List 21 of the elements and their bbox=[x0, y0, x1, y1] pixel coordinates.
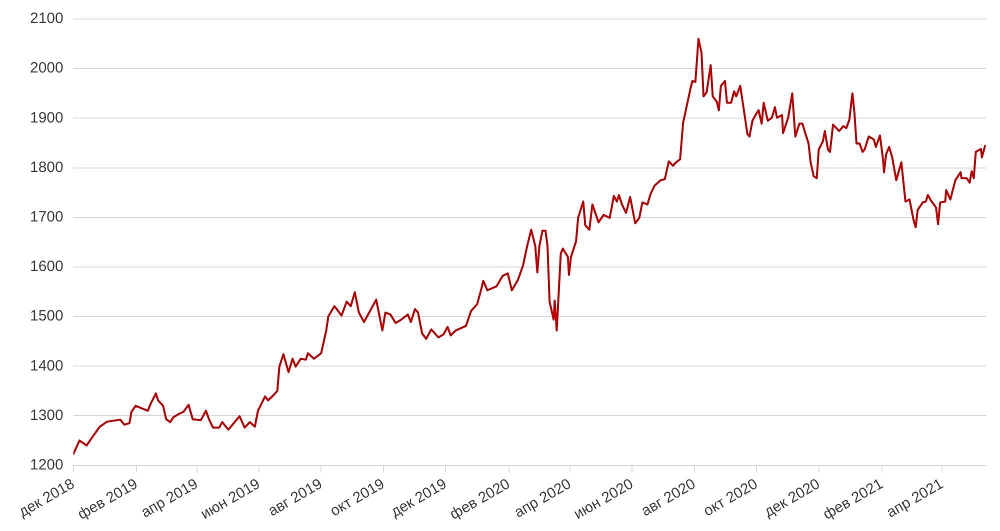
x-tick-label: дек 2019 bbox=[388, 475, 450, 521]
y-tick-label: 1200 bbox=[30, 456, 64, 474]
y-tick-label: 1300 bbox=[30, 406, 64, 424]
y-tick-label: 2000 bbox=[30, 60, 64, 77]
x-tick-label: дек 2018 bbox=[16, 475, 78, 521]
y-tick-label: 2100 bbox=[30, 10, 64, 28]
y-tick-label: 1600 bbox=[30, 258, 64, 276]
x-tick-label: окт 2019 bbox=[327, 475, 388, 520]
x-tick-label: апр 2021 bbox=[884, 475, 946, 522]
x-tick-label: окт 2020 bbox=[700, 475, 761, 520]
y-tick-label: 1800 bbox=[30, 158, 64, 176]
y-tick-label: 1500 bbox=[30, 308, 64, 325]
y-tick-label: 1400 bbox=[30, 357, 64, 374]
x-tick-label: авг 2020 bbox=[638, 475, 698, 520]
x-tick-label: фев 2019 bbox=[74, 475, 141, 524]
x-tick-label: фев 2021 bbox=[820, 475, 886, 524]
y-tick-label: 1900 bbox=[30, 109, 64, 126]
x-tick-label: авг 2019 bbox=[265, 475, 326, 520]
x-tick-label: фев 2020 bbox=[447, 475, 513, 524]
x-tick-label: дек 2020 bbox=[761, 475, 823, 521]
y-tick-label: 1700 bbox=[30, 208, 64, 226]
